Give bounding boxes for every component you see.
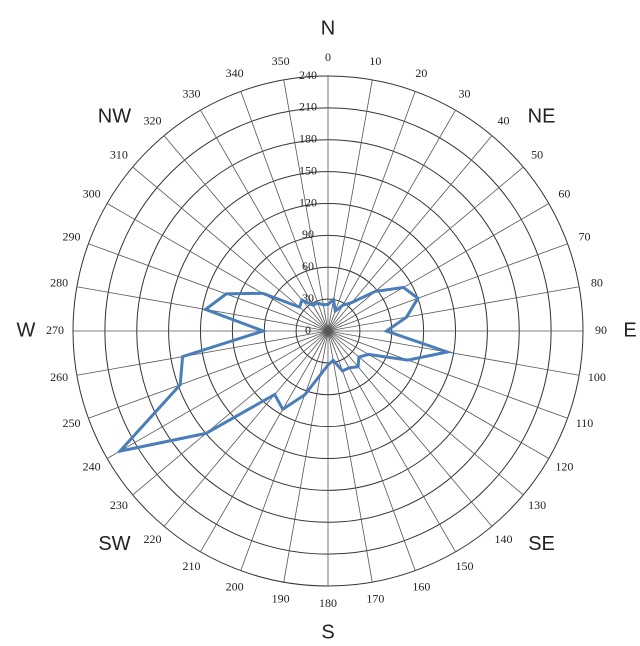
direction-label: 300 — [83, 186, 101, 200]
direction-label: 250 — [62, 416, 80, 430]
spoke — [76, 286, 329, 332]
direction-label: 150 — [456, 559, 474, 573]
direction-label: 140 — [494, 532, 512, 546]
spoke — [200, 330, 329, 553]
direction-label: 30 — [459, 86, 471, 100]
spoke — [327, 243, 568, 332]
r-tick-label: 180 — [299, 132, 317, 146]
compass-label: NW — [98, 106, 131, 128]
spoke — [132, 166, 329, 332]
compass-label: SW — [98, 533, 130, 555]
r-tick-label: 60 — [302, 259, 314, 273]
direction-label: 190 — [272, 592, 290, 606]
direction-label: 260 — [50, 370, 68, 384]
r-tick-label: 210 — [299, 100, 317, 114]
spoke — [327, 330, 373, 583]
spoke — [240, 91, 329, 332]
direction-label: 270 — [46, 323, 64, 337]
compass-label: E — [623, 319, 636, 341]
direction-label: 280 — [50, 275, 68, 289]
spoke — [327, 330, 580, 376]
spoke — [327, 330, 416, 571]
spoke — [106, 203, 329, 332]
spoke — [327, 79, 373, 332]
spoke — [327, 330, 568, 419]
direction-label: 130 — [528, 498, 546, 512]
direction-label: 100 — [588, 370, 606, 384]
spoke — [327, 135, 493, 332]
compass-label: N — [321, 17, 335, 39]
spoke — [200, 109, 329, 332]
direction-label: 70 — [579, 229, 591, 243]
direction-label: 180 — [319, 596, 337, 610]
direction-label: 240 — [83, 459, 101, 473]
direction-label: 40 — [497, 114, 509, 128]
spoke — [76, 330, 329, 376]
direction-label: 170 — [366, 592, 384, 606]
direction-label: 90 — [595, 323, 607, 337]
direction-label: 200 — [226, 579, 244, 593]
direction-label: 10 — [369, 54, 381, 68]
direction-label: 50 — [531, 147, 543, 161]
spoke — [106, 330, 329, 459]
r-tick-label: 0 — [305, 323, 311, 337]
spoke — [327, 91, 416, 332]
spoke — [327, 286, 580, 332]
spoke — [327, 330, 550, 459]
direction-label: 330 — [183, 86, 201, 100]
direction-label: 120 — [555, 459, 573, 473]
spoke — [240, 330, 329, 571]
compass-label: S — [321, 621, 334, 643]
spoke — [327, 109, 456, 332]
direction-label: 20 — [415, 66, 427, 80]
spoke — [88, 243, 329, 332]
spoke — [283, 79, 329, 332]
r-tick-label: 150 — [299, 163, 317, 177]
direction-label: 0 — [325, 50, 331, 64]
direction-label: 230 — [110, 498, 128, 512]
direction-label: 210 — [183, 559, 201, 573]
direction-label: 350 — [272, 54, 290, 68]
spoke — [163, 135, 329, 332]
compass-label: W — [17, 319, 36, 341]
r-tick-label: 240 — [299, 68, 317, 82]
direction-label: 160 — [412, 579, 430, 593]
direction-label: 290 — [62, 229, 80, 243]
spoke — [327, 330, 524, 496]
direction-label: 110 — [576, 416, 594, 430]
spoke — [327, 330, 493, 527]
series-line — [115, 285, 453, 454]
spoke — [163, 330, 329, 527]
direction-label: 320 — [144, 114, 162, 128]
r-tick-label: 90 — [302, 227, 314, 241]
spoke — [327, 203, 550, 332]
spoke — [88, 330, 329, 419]
spoke — [327, 166, 524, 332]
compass-label: NE — [528, 106, 556, 128]
direction-label: 340 — [226, 66, 244, 80]
compass-label: SE — [528, 533, 555, 555]
spoke — [132, 330, 329, 496]
r-tick-label: 120 — [299, 195, 317, 209]
direction-label: 80 — [591, 275, 603, 289]
direction-label: 220 — [144, 532, 162, 546]
direction-label: 310 — [110, 147, 128, 161]
direction-label: 60 — [558, 186, 570, 200]
